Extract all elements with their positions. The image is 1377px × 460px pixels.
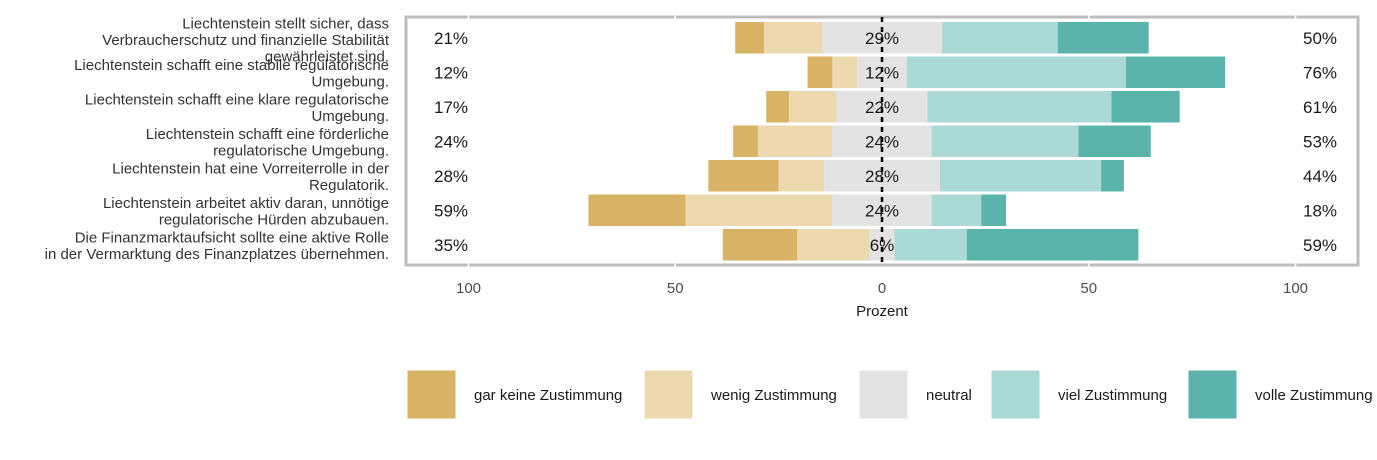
category-label: Umgebung. — [311, 74, 389, 91]
right-percent-label: 76% — [1303, 63, 1337, 82]
category-label: gewährleistet sind. — [265, 49, 389, 66]
bar-segment-gar-keine-zustimmung — [807, 56, 833, 88]
bar-segment-wenig-zustimmung — [685, 194, 833, 226]
legend-label: gar keine Zustimmung — [474, 387, 622, 404]
bar-segment-volle-zustimmung — [1125, 56, 1226, 88]
legend-label: volle Zustimmung — [1255, 387, 1373, 404]
x-tick-label: 0 — [878, 280, 886, 297]
right-percent-label: 50% — [1303, 29, 1337, 48]
bar-segment-viel-zustimmung — [939, 160, 1102, 192]
bar-segment-wenig-zustimmung — [832, 56, 858, 88]
legend-swatch — [1187, 369, 1238, 420]
legend-swatch — [643, 369, 694, 420]
bar-segment-wenig-zustimmung — [764, 22, 823, 54]
right-percent-label: 59% — [1303, 236, 1337, 255]
bar-segment-volle-zustimmung — [981, 194, 1007, 226]
left-percent-label: 21% — [434, 29, 468, 48]
x-axis-title: Prozent — [856, 303, 909, 320]
left-percent-label: 17% — [434, 98, 468, 117]
right-percent-label: 44% — [1303, 167, 1337, 186]
bar-segment-wenig-zustimmung — [757, 125, 833, 157]
bar-segment-gar-keine-zustimmung — [733, 125, 758, 157]
x-tick-label: 50 — [667, 280, 684, 297]
left-percent-label: 59% — [434, 201, 468, 220]
category-label: regulatorische Hürden abzubauen. — [159, 212, 389, 229]
bar-segment-volle-zustimmung — [1057, 22, 1149, 54]
left-percent-label: 28% — [434, 167, 468, 186]
category-label: Liechtenstein schafft eine stabile regul… — [74, 57, 389, 74]
bar-segment-gar-keine-zustimmung — [766, 91, 789, 123]
right-percent-label: 61% — [1303, 98, 1337, 117]
category-label: regulatorische Umgebung. — [213, 143, 389, 160]
category-label: Liechtenstein hat eine Vorreiterrolle in… — [112, 161, 389, 178]
legend-label: viel Zustimmung — [1058, 387, 1167, 404]
bar-segment-neutral — [824, 160, 940, 192]
bar-segment-neutral — [869, 229, 895, 261]
bar-segment-viel-zustimmung — [941, 22, 1058, 54]
x-tick-label: 50 — [1080, 280, 1097, 297]
bar-segment-volle-zustimmung — [1111, 91, 1180, 123]
bar-segment-viel-zustimmung — [931, 125, 1079, 157]
neutral-percent-label: 12% — [865, 63, 899, 82]
category-label: Liechtenstein stellt sicher, dass — [182, 16, 389, 33]
category-label: Liechtenstein schafft eine förderliche — [146, 126, 389, 143]
right-percent-label: 18% — [1303, 201, 1337, 220]
bar-segment-gar-keine-zustimmung — [708, 160, 779, 192]
bar-segment-gar-keine-zustimmung — [722, 229, 798, 261]
legend-swatch — [858, 369, 909, 420]
left-percent-label: 12% — [434, 63, 468, 82]
bar-segment-volle-zustimmung — [1078, 125, 1151, 157]
bar-segment-volle-zustimmung — [1101, 160, 1124, 192]
bar-segment-wenig-zustimmung — [788, 91, 837, 123]
legend-label: neutral — [926, 387, 972, 404]
bar-segment-wenig-zustimmung — [797, 229, 870, 261]
x-tick-label: 100 — [456, 280, 481, 297]
bar-segment-viel-zustimmung — [894, 229, 967, 261]
bar-segment-gar-keine-zustimmung — [588, 194, 686, 226]
right-percent-label: 53% — [1303, 132, 1337, 151]
legend-swatch — [990, 369, 1041, 420]
bar-segment-viel-zustimmung — [906, 56, 1126, 88]
legend-label: wenig Zustimmung — [710, 387, 837, 404]
bar-segment-viel-zustimmung — [931, 194, 982, 226]
neutral-percent-label: 28% — [865, 167, 899, 186]
x-tick-label: 100 — [1283, 280, 1308, 297]
category-label: Die Finanzmarktaufsicht sollte eine akti… — [75, 230, 389, 247]
category-label: Liechtenstein arbeitet aktiv daran, unnö… — [103, 195, 389, 212]
left-percent-label: 35% — [434, 236, 468, 255]
bar-segment-volle-zustimmung — [966, 229, 1139, 261]
category-label: Liechtenstein schafft eine klare regulat… — [85, 92, 389, 109]
bar-segment-viel-zustimmung — [927, 91, 1112, 123]
bar-segment-wenig-zustimmung — [778, 160, 825, 192]
category-label: in der Vermarktung des Finanzplatzes übe… — [45, 246, 389, 263]
legend-swatch — [406, 369, 457, 420]
left-percent-label: 24% — [434, 132, 468, 151]
category-label: Verbraucherschutz und finanzielle Stabil… — [102, 32, 390, 49]
bar-segment-gar-keine-zustimmung — [735, 22, 765, 54]
category-label: Umgebung. — [311, 108, 389, 125]
neutral-percent-label: 6% — [870, 236, 895, 255]
category-label: Regulatorik. — [309, 177, 389, 194]
